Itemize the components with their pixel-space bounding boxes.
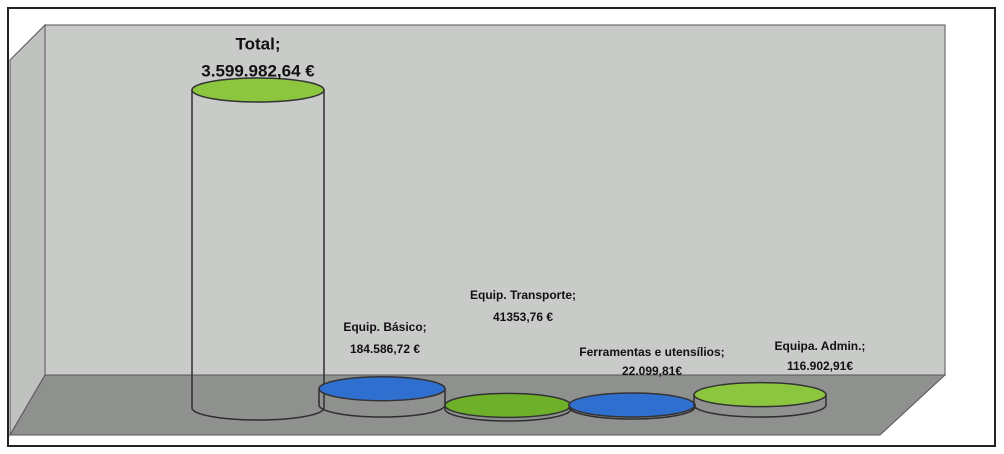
value-label: 41353,76 € — [493, 310, 553, 324]
value-label: 22.099,81€ — [622, 364, 682, 378]
cylinder — [444, 392, 572, 422]
side-wall — [9, 23, 46, 437]
category-label: Equipa. Admin.; — [775, 339, 866, 353]
value-label: 3.599.982,64 € — [201, 61, 315, 80]
cylinder — [318, 375, 446, 418]
value-label: 116.902,91€ — [787, 359, 853, 373]
cylinder-top — [693, 381, 827, 408]
category-label: Equip. Básico; — [343, 320, 426, 334]
cylinder — [568, 392, 696, 420]
category-label: Ferramentas e utensílios; — [579, 345, 724, 359]
category-label: Equip. Transporte; — [470, 288, 576, 302]
cylinder-top — [568, 392, 696, 418]
category-label: Total; — [235, 34, 280, 53]
cylinder-body — [191, 89, 325, 421]
cylinder-top — [318, 375, 446, 402]
cylinder — [191, 77, 325, 421]
cylinder — [693, 381, 827, 418]
cylinder-top — [444, 392, 572, 419]
cylinder-top — [191, 77, 325, 103]
value-label: 184.586,72 € — [350, 342, 420, 356]
